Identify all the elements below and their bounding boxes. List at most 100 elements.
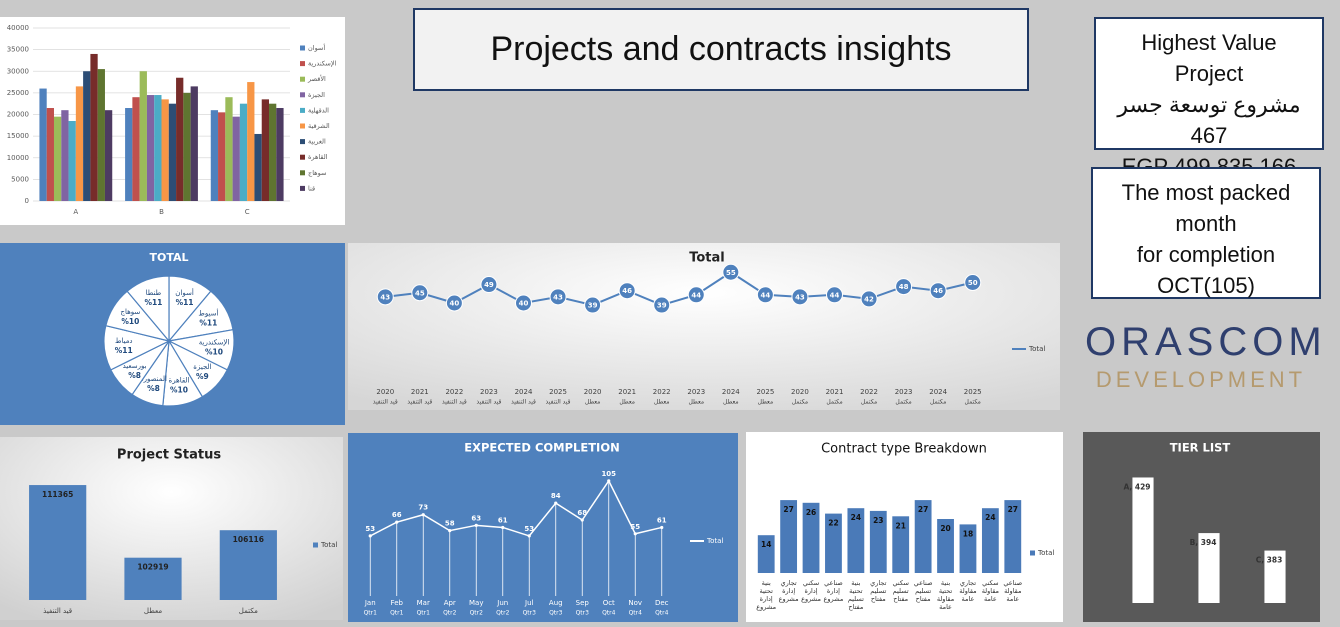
marker <box>964 274 982 291</box>
bar <box>210 110 219 201</box>
data-label: 55 <box>726 269 736 277</box>
legend-swatch <box>1030 550 1035 556</box>
data-label: 42 <box>864 295 874 303</box>
data-label: 20 <box>940 524 950 533</box>
data-label: 46 <box>933 287 943 295</box>
marker <box>895 278 913 296</box>
x-tick-label-box: صناعي إدارة مشروع <box>823 579 844 603</box>
data-label: 106116 <box>233 535 264 544</box>
bar <box>168 103 177 201</box>
x-tick-label: 2021 <box>826 388 844 396</box>
data-label: 105 <box>601 470 616 478</box>
bar <box>190 86 198 201</box>
x-tick-label: 2025 <box>549 388 567 396</box>
x-tick-sublabel: معطل <box>758 399 774 406</box>
chart-title: Project Status <box>117 448 221 463</box>
chart-title: EXPECTED COMPLETION <box>464 441 620 455</box>
x-tick-sublabel: مكتمل <box>965 399 981 406</box>
x-tick-label: A <box>73 208 78 216</box>
x-tick-label: تجاري تسليم مفتاح <box>870 579 887 603</box>
data-label: 21 <box>895 521 905 530</box>
chart-panel <box>348 243 1060 410</box>
bar <box>104 110 113 201</box>
bar <box>247 82 255 201</box>
legend-swatch <box>313 542 318 548</box>
y-tick-label: 10000 <box>7 154 29 162</box>
x-tick-label: May <box>469 599 483 607</box>
data-label: 102919 <box>137 563 168 572</box>
data-label: 43 <box>795 293 805 301</box>
x-tick-label: 2024 <box>722 388 740 396</box>
bar <box>892 516 910 573</box>
x-tick-label: Aug <box>549 599 563 607</box>
bar <box>225 97 233 201</box>
x-tick-sublabel: معطل <box>654 399 670 406</box>
data-label: 22 <box>828 519 838 528</box>
bar <box>261 99 270 201</box>
data-label: 26 <box>806 508 816 517</box>
x-tick-sublabel: Qtr3 <box>523 610 537 617</box>
marker <box>607 479 611 483</box>
data-label: 45 <box>415 289 425 297</box>
data-label: A, 429 <box>1123 482 1150 491</box>
x-tick-label: صناعي مقاولة عامة <box>1003 579 1023 603</box>
bar <box>937 519 954 573</box>
x-tick-label: Feb <box>391 599 404 607</box>
bar <box>847 508 865 573</box>
x-tick-label: تجاري مقاولة عامة <box>959 579 977 603</box>
bar <box>132 97 140 201</box>
box-line: month <box>1175 211 1237 236</box>
pie-slice <box>126 275 170 343</box>
x-tick-label-box: بنية تحتية إدارة مشروع <box>756 579 776 611</box>
bar <box>218 112 226 201</box>
data-label: 44 <box>830 291 840 299</box>
line <box>369 479 662 537</box>
bar <box>29 485 87 600</box>
bar <box>83 71 91 201</box>
x-tick-label: 2023 <box>687 388 705 396</box>
marker <box>633 532 637 536</box>
bar <box>232 116 240 201</box>
x-tick-label: Jun <box>496 599 508 607</box>
data-label: 49 <box>484 281 494 289</box>
x-tick-label-box: سكني تسليم مفتاح <box>892 579 908 603</box>
bar <box>161 99 169 201</box>
bar <box>53 116 62 201</box>
x-tick-label: معطل <box>144 607 162 615</box>
y-tick-label: 25000 <box>7 89 29 97</box>
bar <box>97 69 105 202</box>
legend-label: الشرقية <box>308 122 330 130</box>
legend-swatch <box>300 154 305 160</box>
y-tick-label: 20000 <box>7 111 29 119</box>
bar <box>959 524 977 573</box>
legend-swatch <box>300 45 305 51</box>
most-packed-box: The most packed month for completion OCT… <box>1091 167 1321 299</box>
highest-value-box: Highest Value Project مشروع توسعة جسر 46… <box>1094 17 1324 179</box>
data-label: 40 <box>450 300 460 308</box>
legend-label: الإسكندرية <box>308 60 337 68</box>
legend-label: أسوان <box>308 43 325 52</box>
bar <box>869 510 887 573</box>
bar <box>39 88 47 201</box>
y-tick-label: 0 <box>25 197 29 205</box>
data-label: 18 <box>963 529 973 538</box>
x-tick-sublabel: Qtr2 <box>470 610 484 617</box>
slice-value: %9 <box>196 372 209 381</box>
x-tick-label: Mar <box>417 599 430 607</box>
x-tick-label: 2022 <box>445 388 463 396</box>
legend-label: الدقهلية <box>308 106 329 114</box>
legend-swatch <box>300 107 305 113</box>
marker <box>527 534 531 538</box>
x-tick-label: صناعي إدارة مشروع <box>823 579 844 603</box>
x-tick-label: 2024 <box>515 388 533 396</box>
slice-value: %10 <box>205 347 223 356</box>
bar <box>46 108 54 201</box>
marker <box>474 523 478 527</box>
chart-title: Contract type Breakdown <box>821 442 987 457</box>
slice-value: %8 <box>147 384 160 393</box>
slice-value: %11 <box>144 298 162 307</box>
x-tick-label-box: بنية تحتية تسليم مفتاح <box>848 579 864 611</box>
x-tick-sublabel: Qtr1 <box>417 610 431 617</box>
marker <box>660 525 664 530</box>
